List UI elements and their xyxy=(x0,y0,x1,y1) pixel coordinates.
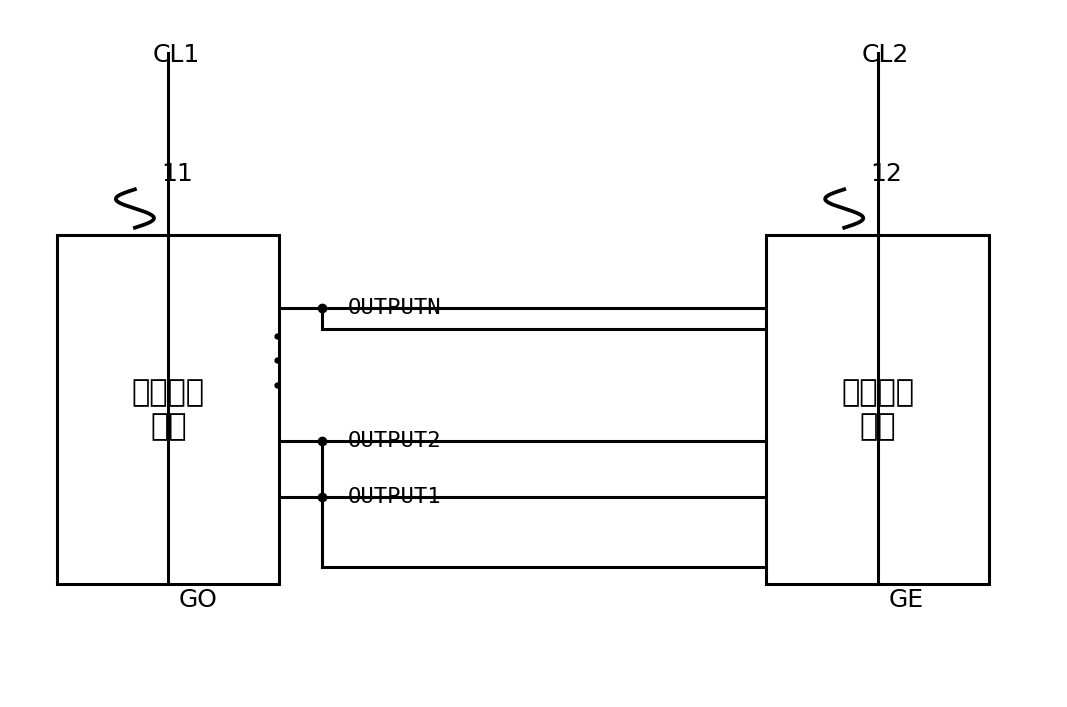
Text: OUTPUTN: OUTPUTN xyxy=(348,298,442,318)
Text: GE: GE xyxy=(888,588,923,612)
Text: OUTPUT2: OUTPUT2 xyxy=(348,431,442,451)
Text: CL2: CL2 xyxy=(862,42,909,66)
Text: OUTPUT1: OUTPUT1 xyxy=(348,486,442,507)
Text: CL1: CL1 xyxy=(153,42,200,66)
Bar xyxy=(58,235,280,584)
Text: 12: 12 xyxy=(871,162,903,186)
Text: 第一检测
单元: 第一检测 单元 xyxy=(131,378,205,440)
Text: 第二检测
单元: 第二检测 单元 xyxy=(841,378,914,440)
Bar xyxy=(766,235,989,584)
Text: GO: GO xyxy=(179,588,218,612)
Text: 11: 11 xyxy=(161,162,193,186)
